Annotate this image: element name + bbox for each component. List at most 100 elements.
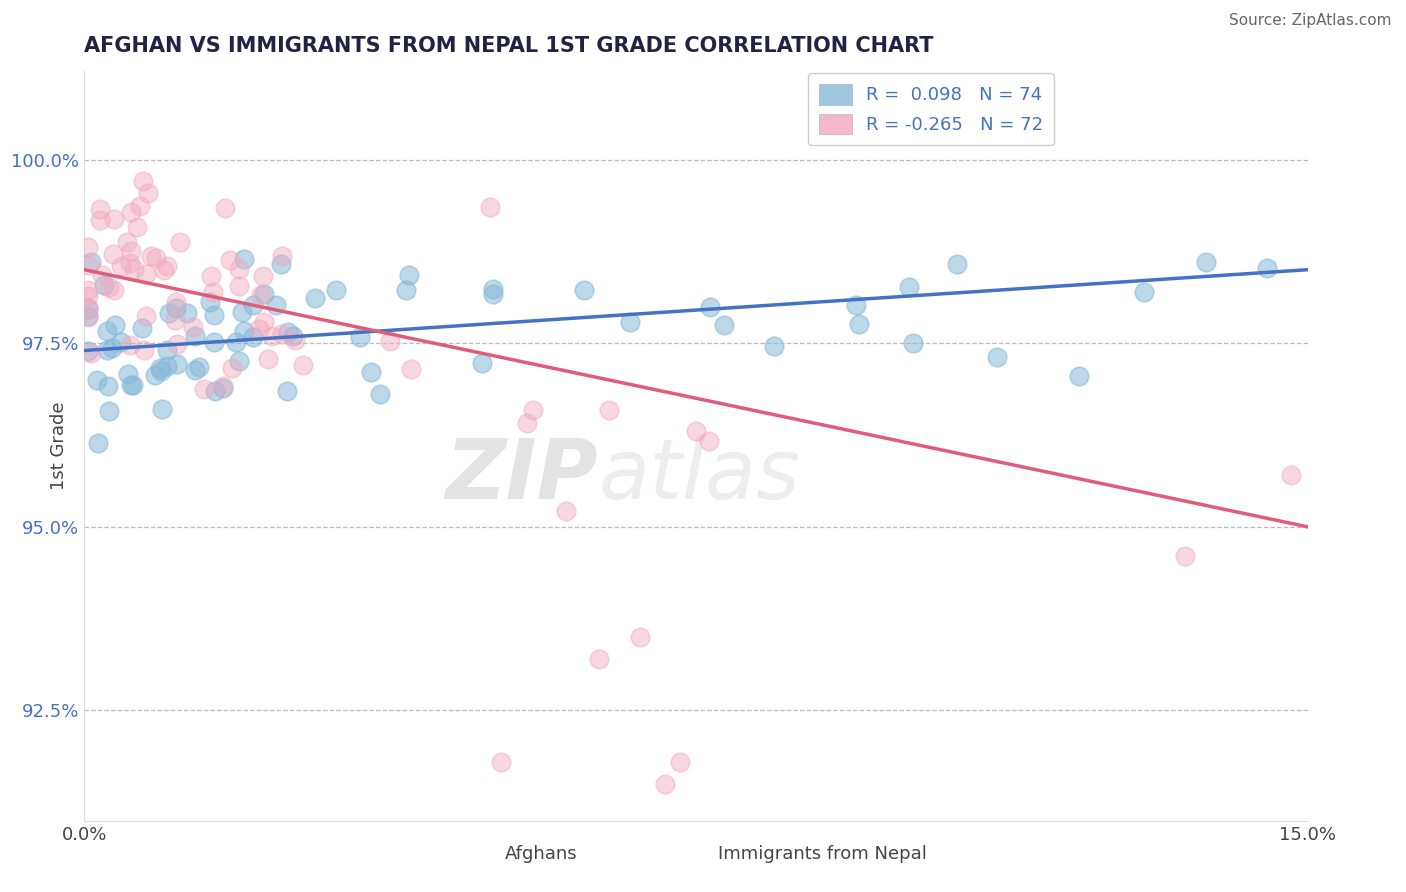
Point	[98, 404, 121, 418]
Point	[77, 310, 100, 325]
Point	[152, 262, 174, 277]
Point	[101, 341, 124, 355]
Point	[132, 343, 155, 357]
Point	[901, 335, 924, 350]
Point	[212, 378, 235, 392]
Point	[221, 360, 243, 375]
Point	[138, 186, 160, 201]
Point	[713, 318, 735, 332]
Point	[471, 356, 494, 370]
Point	[349, 330, 371, 344]
Point	[132, 174, 155, 188]
Point	[96, 343, 118, 358]
Point	[200, 269, 222, 284]
Point	[262, 329, 284, 343]
Point	[131, 321, 153, 335]
Point	[360, 365, 382, 379]
Point	[242, 298, 264, 312]
Point	[271, 327, 294, 342]
Point	[165, 301, 187, 315]
Point	[139, 249, 162, 263]
Text: atlas: atlas	[598, 435, 800, 516]
Text: AFGHAN VS IMMIGRANTS FROM NEPAL 1ST GRADE CORRELATION CHART: AFGHAN VS IMMIGRANTS FROM NEPAL 1ST GRAD…	[84, 36, 934, 56]
Point	[946, 257, 969, 271]
Point	[249, 288, 271, 302]
Point	[270, 257, 292, 271]
Point	[135, 267, 157, 281]
Point	[242, 330, 264, 344]
Point	[522, 403, 544, 417]
Point	[219, 253, 242, 268]
Point	[325, 284, 347, 298]
Text: Immigrants from Nepal: Immigrants from Nepal	[718, 846, 927, 863]
Point	[1256, 260, 1278, 275]
Point	[193, 382, 215, 396]
Point	[80, 255, 103, 269]
Point	[188, 359, 211, 374]
Point	[555, 503, 578, 517]
Point	[281, 328, 304, 343]
Text: ZIP: ZIP	[446, 435, 598, 516]
Point	[143, 368, 166, 383]
Point	[247, 322, 270, 336]
Point	[110, 259, 132, 273]
Point	[304, 291, 326, 305]
Point	[271, 249, 294, 263]
Point	[117, 235, 139, 250]
Point	[145, 251, 167, 265]
Point	[149, 361, 172, 376]
Point	[598, 403, 620, 417]
Point	[156, 343, 179, 358]
Point	[89, 202, 111, 217]
Point	[211, 381, 233, 395]
Point	[156, 359, 179, 374]
Point	[120, 205, 142, 219]
Point	[848, 317, 870, 331]
Legend: R =  0.098   N = 74, R = -0.265   N = 72: R = 0.098 N = 74, R = -0.265 N = 72	[808, 73, 1054, 145]
Point	[214, 201, 236, 215]
Point	[257, 352, 280, 367]
Point	[77, 240, 100, 254]
Point	[77, 259, 100, 273]
Point	[225, 334, 247, 349]
Point	[1195, 255, 1218, 269]
Point	[184, 363, 207, 377]
Point	[155, 259, 177, 273]
Point	[669, 755, 692, 769]
Point	[654, 777, 676, 791]
Point	[762, 339, 785, 353]
Point	[89, 212, 111, 227]
Point	[135, 310, 157, 324]
Point	[489, 755, 512, 769]
Point	[1133, 285, 1156, 299]
Point	[150, 401, 173, 416]
Point	[176, 306, 198, 320]
Point	[252, 269, 274, 284]
Point	[699, 434, 721, 448]
Point	[80, 346, 103, 360]
Point	[118, 256, 141, 270]
Point	[166, 336, 188, 351]
Point	[124, 261, 146, 276]
Point	[157, 306, 180, 320]
Point	[97, 379, 120, 393]
Point	[98, 279, 121, 293]
Point	[482, 287, 505, 301]
Point	[1174, 549, 1197, 564]
Point	[898, 280, 921, 294]
Point	[277, 326, 299, 340]
Point	[228, 261, 250, 276]
Point	[845, 298, 868, 312]
Point	[231, 305, 253, 319]
Point	[628, 630, 651, 644]
Point	[77, 289, 100, 303]
Point	[150, 363, 173, 377]
Point	[292, 358, 315, 372]
Point	[93, 278, 115, 293]
Point	[228, 353, 250, 368]
Point	[86, 373, 108, 387]
Point	[481, 282, 503, 296]
Point	[77, 283, 100, 297]
Point	[77, 344, 100, 359]
Text: Afghans: Afghans	[505, 846, 578, 863]
